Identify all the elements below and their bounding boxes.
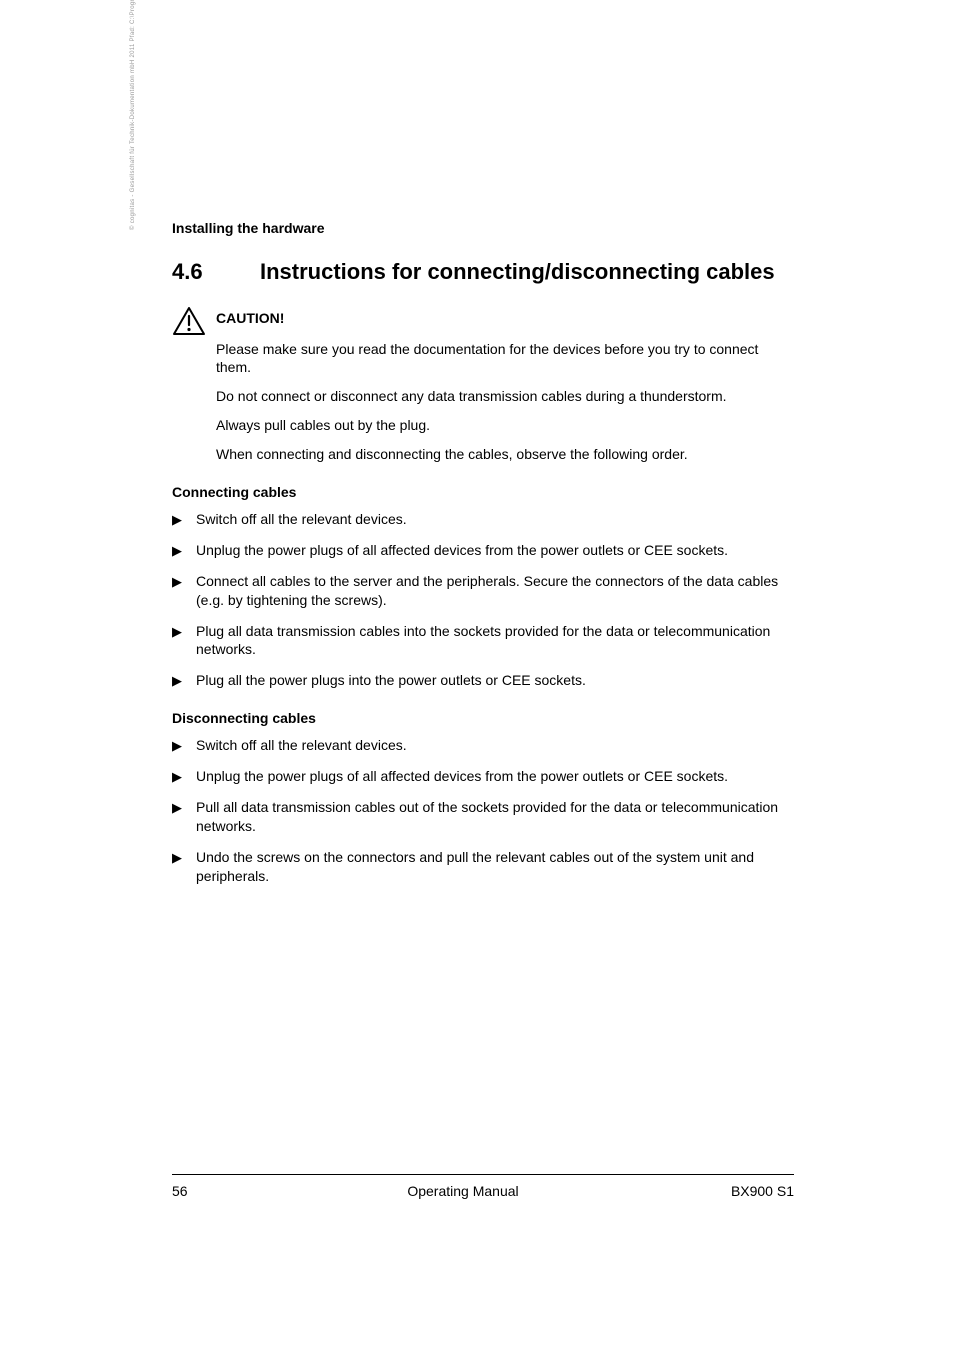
- list-item: ▶ Plug all the power plugs into the powe…: [172, 671, 794, 690]
- bullet-icon: ▶: [172, 736, 196, 755]
- list-item-text: Unplug the power plugs of all affected d…: [196, 541, 794, 560]
- list-item-text: Connect all cables to the server and the…: [196, 572, 794, 610]
- footer-center: Operating Manual: [252, 1183, 674, 1199]
- page-number: 56: [172, 1183, 252, 1199]
- caution-triangle-icon: [172, 306, 206, 336]
- caution-body: Please make sure you read the documentat…: [172, 340, 794, 464]
- list-item: ▶ Undo the screws on the connectors and …: [172, 848, 794, 886]
- caution-paragraph: Always pull cables out by the plug.: [216, 416, 794, 435]
- connecting-heading: Connecting cables: [172, 484, 794, 500]
- disconnecting-heading: Disconnecting cables: [172, 710, 794, 726]
- caution-paragraph: Please make sure you read the documentat…: [216, 340, 794, 378]
- bullet-icon: ▶: [172, 798, 196, 817]
- bullet-icon: ▶: [172, 572, 196, 591]
- disconnecting-list: ▶ Switch off all the relevant devices. ▶…: [172, 736, 794, 885]
- list-item-text: Switch off all the relevant devices.: [196, 510, 794, 529]
- caution-block-header: CAUTION!: [172, 306, 794, 336]
- running-header: Installing the hardware: [172, 220, 794, 236]
- connecting-list: ▶ Switch off all the relevant devices. ▶…: [172, 510, 794, 690]
- list-item-text: Plug all the power plugs into the power …: [196, 671, 794, 690]
- chapter-number: 4.6: [172, 259, 260, 285]
- chapter-title: 4.6 Instructions for connecting/disconne…: [172, 258, 794, 286]
- list-item-text: Plug all data transmission cables into t…: [196, 622, 794, 660]
- bullet-icon: ▶: [172, 622, 196, 641]
- list-item: ▶ Switch off all the relevant devices.: [172, 510, 794, 529]
- list-item: ▶ Unplug the power plugs of all affected…: [172, 541, 794, 560]
- list-item: ▶ Pull all data transmission cables out …: [172, 798, 794, 836]
- chapter-heading-text: Instructions for connecting/disconnectin…: [260, 258, 775, 286]
- bullet-icon: ▶: [172, 671, 196, 690]
- bullet-icon: ▶: [172, 848, 196, 867]
- vertical-microprint: © cognitas - Gesellschaft für Technik-Do…: [130, 0, 136, 230]
- caution-paragraph: Do not connect or disconnect any data tr…: [216, 387, 794, 406]
- list-item-text: Pull all data transmission cables out of…: [196, 798, 794, 836]
- bullet-icon: ▶: [172, 767, 196, 786]
- list-item: ▶ Switch off all the relevant devices.: [172, 736, 794, 755]
- list-item-text: Undo the screws on the connectors and pu…: [196, 848, 794, 886]
- page-content: Installing the hardware 4.6 Instructions…: [172, 220, 794, 898]
- list-item: ▶ Plug all data transmission cables into…: [172, 622, 794, 660]
- page-footer: 56 Operating Manual BX900 S1: [172, 1174, 794, 1199]
- list-item-text: Switch off all the relevant devices.: [196, 736, 794, 755]
- caution-paragraph: When connecting and disconnecting the ca…: [216, 445, 794, 464]
- list-item-text: Unplug the power plugs of all affected d…: [196, 767, 794, 786]
- bullet-icon: ▶: [172, 541, 196, 560]
- footer-right: BX900 S1: [674, 1183, 794, 1199]
- list-item: ▶ Connect all cables to the server and t…: [172, 572, 794, 610]
- caution-label: CAUTION!: [216, 306, 284, 326]
- list-item: ▶ Unplug the power plugs of all affected…: [172, 767, 794, 786]
- bullet-icon: ▶: [172, 510, 196, 529]
